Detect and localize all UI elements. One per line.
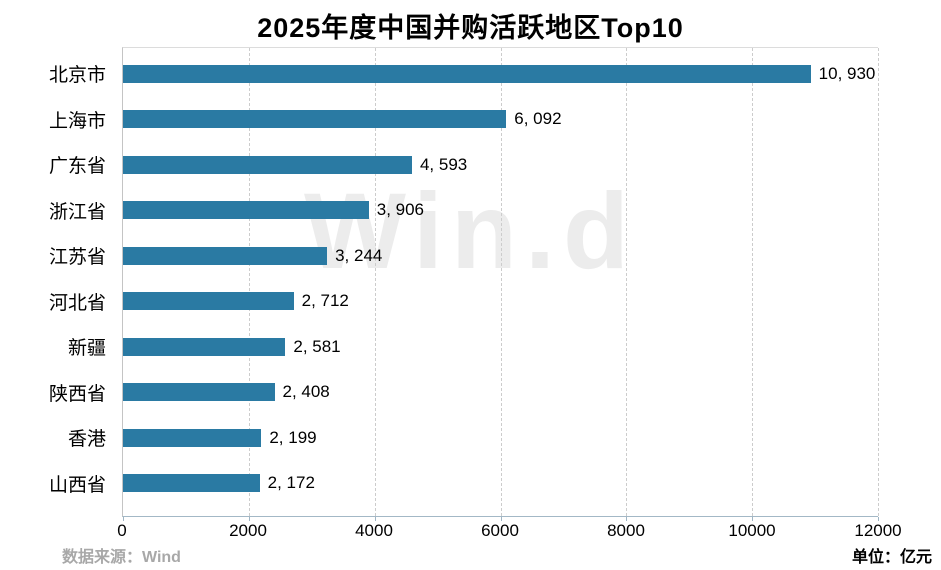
category-label: 江苏省 bbox=[48, 247, 106, 269]
gridline bbox=[500, 48, 502, 516]
bar-rows: 北京市 10, 930 上海市 6, 092 广东省 4, 593 浙江省 3, 906 江苏省… bbox=[49, 51, 878, 507]
value-label: 2, 199 bbox=[269, 427, 317, 447]
bar-row: 上海市 6, 092 bbox=[49, 97, 878, 143]
axis-tick bbox=[248, 517, 250, 521]
bar-row: 浙江省 3, 906 bbox=[49, 188, 878, 234]
chart-title: 2025年度中国并购活跃地区Top10 bbox=[257, 13, 684, 43]
value-label: 3, 906 bbox=[376, 200, 425, 220]
bar bbox=[123, 155, 412, 174]
bar bbox=[123, 64, 811, 83]
bar bbox=[123, 337, 286, 356]
bar bbox=[123, 474, 260, 493]
bar-row: 新疆 2, 581 bbox=[68, 324, 878, 370]
bar bbox=[123, 201, 369, 220]
bar-row: 河北省 2, 712 bbox=[49, 279, 878, 325]
axis-tick bbox=[752, 517, 754, 521]
bar bbox=[123, 110, 507, 129]
gridline bbox=[626, 48, 628, 516]
category-label: 河北省 bbox=[48, 292, 106, 314]
gridline bbox=[752, 48, 754, 516]
bar bbox=[123, 292, 294, 311]
axis-tick bbox=[500, 517, 502, 521]
value-label: 6, 092 bbox=[514, 109, 562, 129]
value-label: 4, 593 bbox=[419, 154, 468, 174]
bar-row: 香港 2, 199 bbox=[68, 415, 878, 461]
bar-row: 广东省 4, 593 bbox=[49, 142, 878, 188]
axis-tick bbox=[626, 517, 628, 521]
category-label: 上海市 bbox=[48, 110, 106, 132]
category-label: 山西省 bbox=[48, 474, 106, 496]
axis-tick bbox=[123, 517, 124, 521]
axis-tick bbox=[878, 517, 879, 521]
bar-row: 山西省 2, 172 bbox=[49, 461, 878, 507]
gridline bbox=[374, 48, 376, 516]
x-tick-label: 4000 bbox=[355, 521, 393, 540]
x-tick-label: 12000 bbox=[854, 521, 902, 540]
plot-area: 北京市 10, 930 上海市 6, 092 广东省 4, 593 浙江省 3, 906 江苏省… bbox=[49, 47, 879, 521]
axis-tick bbox=[374, 517, 376, 521]
x-axis: 0 2000 4000 6000 8000 10000 12000 bbox=[117, 521, 901, 543]
value-label: 2, 408 bbox=[282, 382, 330, 402]
category-label: 浙江省 bbox=[48, 201, 106, 223]
category-label: 陕西省 bbox=[48, 383, 106, 405]
bar-row: 江苏省 3, 244 bbox=[49, 233, 878, 279]
unit-label: 单位：亿元 bbox=[851, 549, 932, 566]
value-label: 2, 581 bbox=[293, 336, 341, 356]
value-label: 2, 172 bbox=[267, 473, 315, 493]
x-tick-label: 6000 bbox=[481, 521, 519, 540]
x-tick-label: 8000 bbox=[607, 521, 645, 540]
value-label: 10, 930 bbox=[818, 63, 876, 83]
category-label: 北京市 bbox=[48, 65, 106, 87]
bar-row: 北京市 10, 930 bbox=[49, 51, 878, 97]
data-source-label: 数据来源：Wind bbox=[62, 549, 181, 566]
bar bbox=[123, 428, 262, 447]
bar-row: 陕西省 2, 408 bbox=[49, 370, 878, 416]
x-tick-label: 10000 bbox=[728, 521, 776, 540]
x-tick-label: 0 bbox=[117, 521, 127, 540]
bar bbox=[123, 383, 275, 402]
gridline bbox=[878, 48, 879, 516]
value-label: 2, 712 bbox=[301, 291, 349, 311]
x-tick-label: 2000 bbox=[229, 521, 267, 540]
category-label: 广东省 bbox=[48, 156, 106, 178]
category-label: 新疆 bbox=[67, 338, 106, 360]
wind-watermark: Win.d bbox=[304, 169, 637, 291]
bar bbox=[123, 246, 328, 265]
category-label: 香港 bbox=[67, 429, 106, 451]
gridline bbox=[248, 48, 250, 516]
value-label: 3, 244 bbox=[335, 245, 383, 265]
